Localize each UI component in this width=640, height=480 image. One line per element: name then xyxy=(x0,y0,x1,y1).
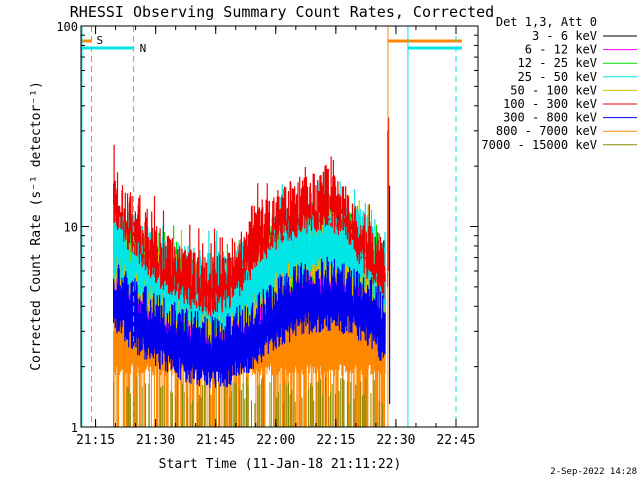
y-tick-label: 100 xyxy=(56,20,78,34)
chart-title: RHESSI Observing Summary Count Rates, Co… xyxy=(70,3,494,21)
x-axis: 21:15 21:30 21:45 22:00 22:15 22:30 22:45 xyxy=(76,26,476,448)
legend-label: 25 - 50 keV xyxy=(518,70,597,84)
legend-label: 12 - 25 keV xyxy=(518,56,597,70)
x-axis-label: Start Time (11-Jan-18 21:11:22) xyxy=(159,457,402,472)
x-tick-label: 21:45 xyxy=(196,433,235,448)
x-tick-label: 21:15 xyxy=(76,433,115,448)
series-7000-15000-kev-trace xyxy=(113,376,384,427)
footer-date: 2-Sep-2022 14:28 xyxy=(550,467,637,477)
night-label: N xyxy=(140,42,147,55)
plot-area: SN xyxy=(81,26,463,427)
x-tick-label: 22:45 xyxy=(436,433,475,448)
legend-label: 6 - 12 keV xyxy=(525,43,597,57)
legend-label: 50 - 100 keV xyxy=(510,83,597,97)
y-axis-label: Corrected Count Rate (s⁻¹ detector⁻¹) xyxy=(29,81,44,371)
x-tick-label: 21:30 xyxy=(136,433,175,448)
night-dashed-line xyxy=(133,26,457,427)
y-tick-label: 1 xyxy=(71,421,78,435)
legend-label: 100 - 300 keV xyxy=(503,97,597,111)
series-300-800-kev-trace xyxy=(113,256,386,371)
y-axis: 1 10 100 xyxy=(56,20,478,435)
x-tick-label: 22:00 xyxy=(256,433,295,448)
legend-label: 800 - 7000 keV xyxy=(496,124,597,138)
x-tick-label: 22:30 xyxy=(376,433,415,448)
series-100-300-kev-trace xyxy=(113,144,386,317)
y-tick-label: 10 xyxy=(64,221,78,235)
legend-label: 3 - 6 keV xyxy=(532,29,597,43)
saa-label: S xyxy=(97,34,104,47)
x-tick-label: 22:15 xyxy=(316,433,355,448)
legend-title: Det 1,3, Att 0 xyxy=(496,15,597,29)
legend-label: 7000 - 15000 keV xyxy=(481,138,597,152)
legend-label: 300 - 800 keV xyxy=(503,111,597,125)
